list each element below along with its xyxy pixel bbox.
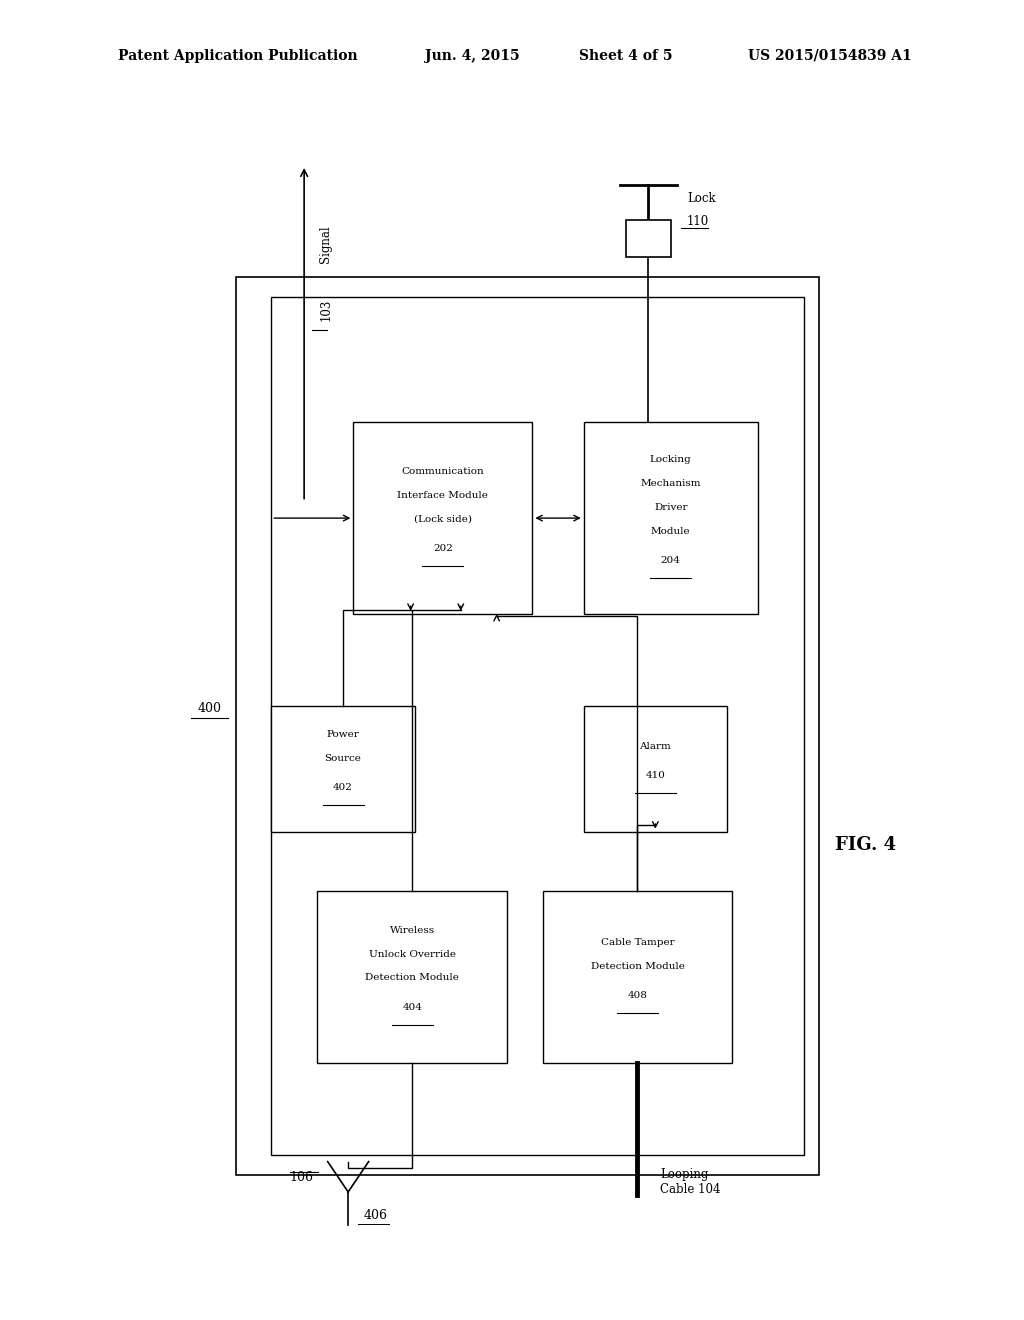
Text: FIG. 4: FIG. 4 — [835, 836, 896, 854]
Text: Unlock Override: Unlock Override — [369, 950, 456, 958]
Bar — [584, 422, 758, 614]
Text: Jun. 4, 2015: Jun. 4, 2015 — [425, 49, 519, 63]
Bar — [626, 220, 671, 257]
Text: Lock: Lock — [687, 191, 716, 205]
Text: Locking: Locking — [650, 455, 691, 465]
Text: Module: Module — [651, 527, 690, 536]
Text: 408: 408 — [628, 990, 647, 999]
Text: Communication: Communication — [401, 467, 484, 477]
Text: Source: Source — [325, 754, 361, 763]
Bar — [317, 891, 507, 1063]
Text: Wireless: Wireless — [389, 927, 435, 935]
Text: Signal: Signal — [319, 226, 333, 263]
Text: 103: 103 — [319, 300, 333, 321]
Bar — [271, 297, 804, 1155]
Text: 202: 202 — [433, 544, 453, 553]
Text: Power: Power — [327, 730, 359, 739]
Bar — [353, 422, 532, 614]
Text: Driver: Driver — [654, 503, 687, 512]
Text: Mechanism: Mechanism — [640, 479, 701, 488]
Text: Cable Tamper: Cable Tamper — [601, 937, 674, 946]
Bar — [236, 277, 819, 1175]
Text: 404: 404 — [402, 1003, 422, 1011]
Text: Looping
Cable 104: Looping Cable 104 — [660, 1168, 721, 1196]
Text: 204: 204 — [660, 556, 681, 565]
Text: Patent Application Publication: Patent Application Publication — [118, 49, 357, 63]
Text: Sheet 4 of 5: Sheet 4 of 5 — [579, 49, 672, 63]
Bar — [543, 891, 732, 1063]
Text: 106: 106 — [290, 1171, 313, 1184]
Text: Detection Module: Detection Module — [591, 961, 684, 970]
Text: Detection Module: Detection Module — [366, 974, 459, 982]
Text: 400: 400 — [198, 702, 222, 715]
Text: Interface Module: Interface Module — [397, 491, 488, 500]
Bar — [271, 706, 415, 832]
Text: 402: 402 — [333, 783, 353, 792]
Text: 110: 110 — [687, 215, 710, 228]
Text: 410: 410 — [645, 771, 666, 780]
Text: (Lock side): (Lock side) — [414, 515, 472, 524]
Text: Alarm: Alarm — [639, 742, 672, 751]
Text: US 2015/0154839 A1: US 2015/0154839 A1 — [748, 49, 911, 63]
Text: 406: 406 — [364, 1209, 387, 1222]
Bar — [584, 706, 727, 832]
